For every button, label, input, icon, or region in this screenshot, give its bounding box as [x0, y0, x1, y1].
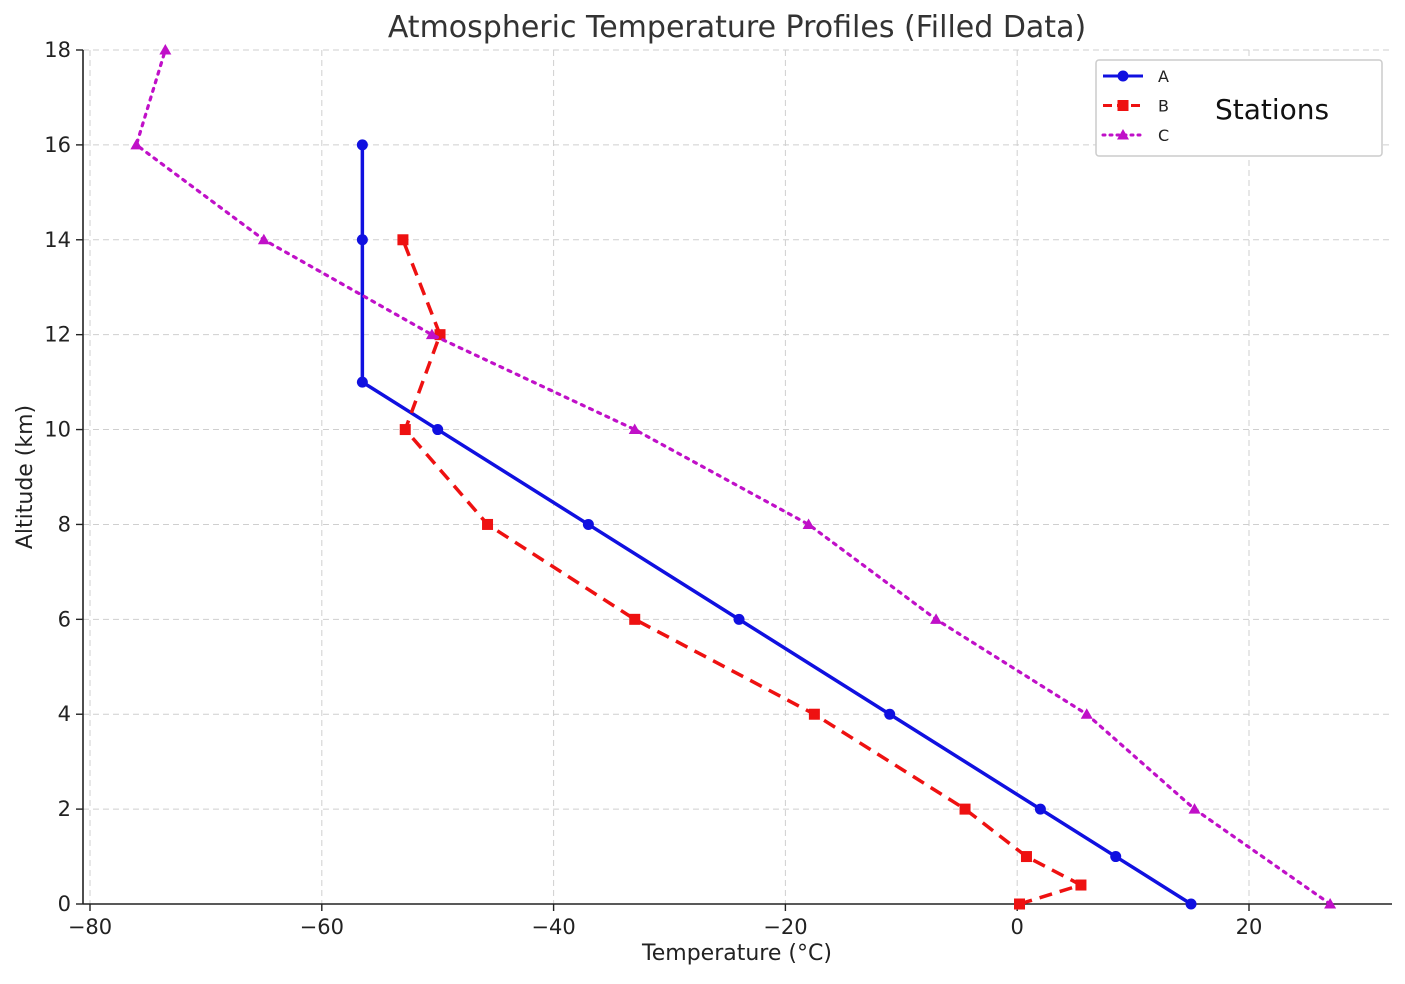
y-tick-label: 16	[44, 133, 71, 157]
y-tick-label: 8	[58, 512, 71, 536]
series-c-point	[930, 613, 943, 624]
series-b-point	[1020, 851, 1032, 863]
series-b-point	[399, 424, 411, 436]
series-a-line	[360, 144, 1192, 906]
series-b-point	[629, 613, 641, 625]
y-tick-label: 10	[44, 418, 71, 442]
y-tick-label: 2	[58, 797, 71, 821]
y-tick-label: 14	[44, 228, 71, 252]
series-a-point	[1110, 851, 1122, 863]
series	[130, 44, 1337, 910]
x-tick-label: −40	[531, 915, 575, 939]
legend-label-b: B	[1158, 97, 1169, 116]
legend-box	[1095, 59, 1383, 157]
series-c	[130, 44, 1337, 909]
y-tick-label: 4	[58, 702, 71, 726]
series-a-point	[1185, 898, 1197, 910]
series-a-point	[356, 234, 368, 246]
axes	[82, 50, 1392, 905]
legend-item-b: B	[1103, 97, 1169, 116]
y-tick-label: 0	[58, 892, 71, 916]
series-b	[397, 234, 1087, 910]
series-a-point	[432, 424, 444, 436]
series-a-point	[356, 139, 368, 151]
y-axis-label: Altitude (km)	[13, 405, 38, 549]
x-tick-label: −60	[300, 915, 344, 939]
series-c-point	[1324, 898, 1337, 909]
series-a-point	[884, 708, 896, 720]
legend-marker-b	[1117, 100, 1129, 111]
x-tick-label: 0	[1011, 915, 1024, 939]
legend-item-a: A	[1103, 67, 1169, 86]
series-b-point	[959, 803, 971, 815]
legend-label-a: A	[1158, 67, 1169, 86]
legend-item-c: C	[1101, 126, 1169, 145]
legend-items: ABC	[1101, 67, 1169, 145]
y-tick-label: 18	[44, 38, 71, 62]
x-tick-label: 20	[1236, 915, 1263, 939]
y-tick-label: 12	[44, 323, 71, 347]
chart-title: Atmospheric Temperature Profiles (Filled…	[388, 10, 1086, 45]
series-b-point	[1014, 898, 1026, 910]
series-c-point	[1188, 803, 1201, 814]
legend-title: Stations	[1215, 93, 1329, 126]
tick-labels: −80 −60 −40 −20 0 20 0 2 4 6 8 10 12 14 16 18	[44, 38, 1262, 939]
series-c-point	[425, 328, 438, 340]
series-b-point	[1075, 879, 1087, 891]
series-c-point	[257, 233, 270, 245]
series-b-line	[401, 239, 1083, 906]
series-c-point	[159, 44, 172, 55]
series-a	[356, 139, 1197, 910]
legend: ABC Stations	[1095, 59, 1383, 157]
series-c-point	[628, 423, 641, 435]
x-tick-label: −20	[763, 915, 807, 939]
series-a-point	[582, 518, 594, 530]
x-axis-label: Temperature (°C)	[641, 941, 832, 966]
legend-label-c: C	[1158, 126, 1169, 145]
series-c-line	[134, 48, 1332, 906]
legend-marker-a	[1117, 70, 1129, 82]
x-tick-label: −80	[68, 915, 112, 939]
series-b-point	[808, 708, 820, 720]
series-b-point	[397, 234, 409, 246]
legend-marker-c	[1117, 129, 1129, 140]
series-a-point	[1034, 803, 1046, 815]
series-b-point	[434, 329, 446, 341]
series-c-point	[1080, 708, 1093, 719]
series-b-point	[482, 518, 494, 530]
series-c-point	[130, 138, 143, 150]
series-a-point	[356, 376, 368, 388]
series-a-point	[733, 613, 745, 625]
series-c-point	[802, 518, 815, 529]
y-tick-label: 6	[58, 607, 71, 631]
